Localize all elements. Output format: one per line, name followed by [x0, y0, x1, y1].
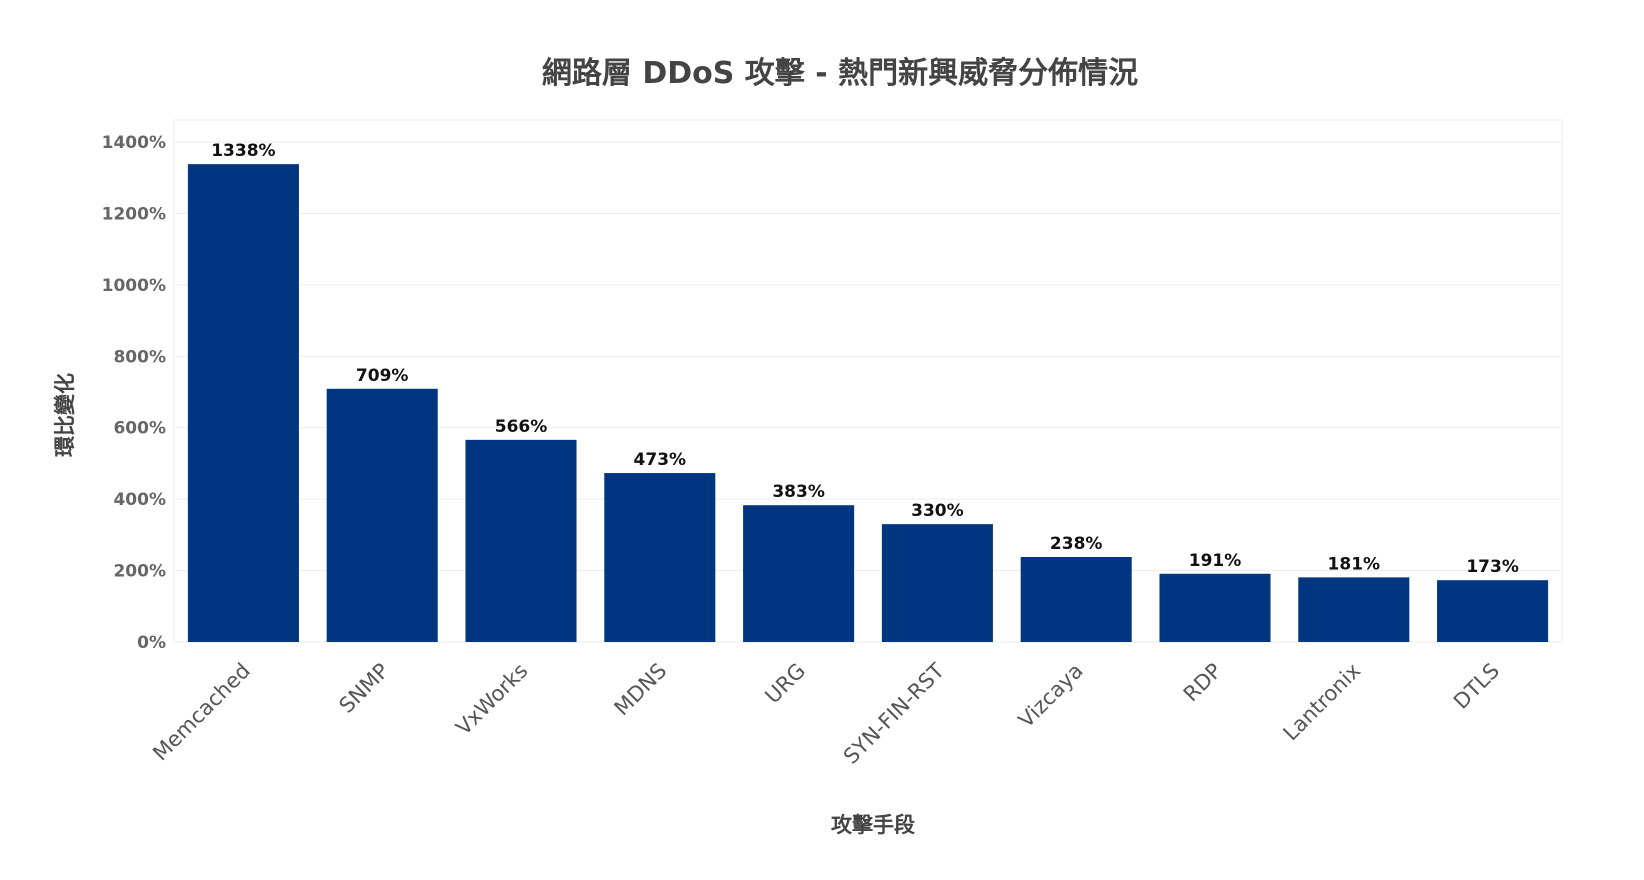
y-axis-title: 環比變化 [53, 373, 77, 457]
x-tick-label: VxWorks [451, 659, 532, 740]
data-labels: 1338% 709% 566% 473% 383% 330% 238% 191% 181% 173… [211, 141, 1519, 577]
y-tick-label: 1000% [102, 276, 166, 296]
bar [881, 524, 993, 642]
y-tick-label: 1200% [102, 204, 166, 224]
data-label: 238% [1050, 534, 1103, 554]
y-tick-label: 200% [113, 562, 166, 582]
data-label: 566% [495, 417, 548, 437]
x-axis-title: 攻擊手段 [831, 813, 915, 837]
x-axis-ticks: Memcached SNMP VxWorks MDNS URG SYN-FIN-RST Vi… [148, 658, 1504, 768]
y-tick-label: 1400% [102, 133, 166, 153]
bar [604, 473, 716, 642]
y-tick-label: 400% [113, 490, 166, 510]
bar [465, 439, 577, 642]
x-tick-label: SYN-FIN-RST [839, 658, 949, 768]
data-label: 181% [1328, 554, 1381, 574]
bars [187, 164, 1549, 642]
y-tick-label: 600% [113, 419, 166, 439]
data-label: 173% [1466, 557, 1519, 577]
data-label: 1338% [211, 141, 275, 161]
data-label: 709% [356, 366, 409, 386]
bar [1020, 557, 1132, 642]
x-tick-label: URG [760, 659, 810, 709]
data-label: 473% [634, 450, 687, 470]
bar [1298, 577, 1410, 642]
y-tick-label: 800% [113, 347, 166, 367]
data-label: 330% [911, 501, 964, 521]
bar [326, 388, 438, 642]
x-tick-label: SNMP [334, 659, 393, 718]
bar [1437, 580, 1549, 642]
x-tick-label: DTLS [1449, 659, 1504, 714]
y-tick-label: 0% [137, 633, 166, 653]
bar [1159, 573, 1271, 642]
chart-title: 網路層 DDoS 攻擊 - 熱門新興威脅分佈情況 [542, 56, 1138, 91]
data-label: 191% [1189, 551, 1242, 571]
y-axis-ticks: 0% 200% 400% 600% 800% 1000% 1200% 1400% [102, 133, 166, 653]
x-tick-label: RDP [1179, 659, 1227, 707]
bar [187, 164, 299, 642]
x-tick-label: Vizcaya [1014, 659, 1088, 733]
x-tick-label: Lantronix [1279, 659, 1366, 746]
data-label: 383% [772, 482, 825, 502]
x-tick-label: Memcached [148, 659, 255, 766]
bar [743, 505, 855, 642]
x-tick-label: MDNS [610, 659, 672, 721]
